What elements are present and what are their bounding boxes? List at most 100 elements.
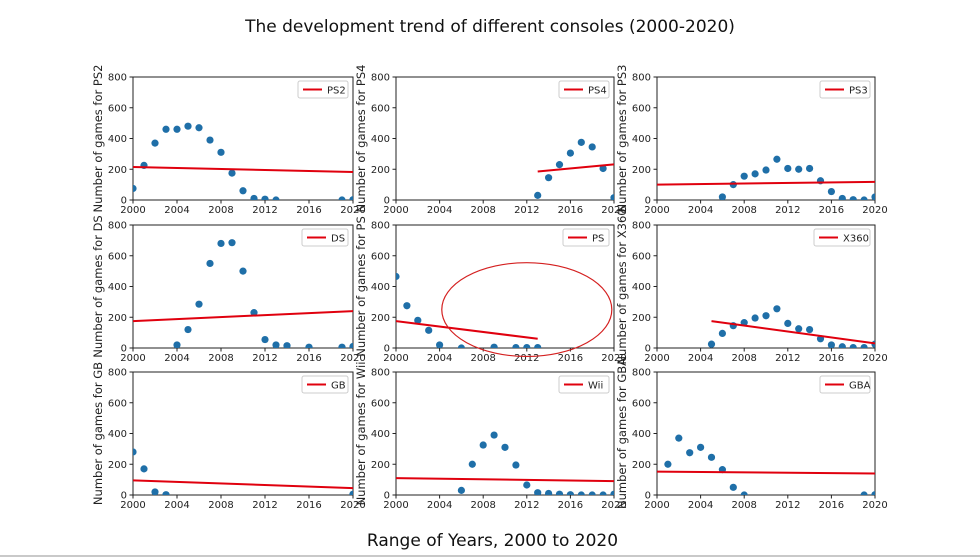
subplot-wii: 2000 2004 2008 2012 2016 2020 0 200 400 600 800Num… xyxy=(354,362,627,511)
data-point xyxy=(838,194,846,200)
y-tick-label: 400 xyxy=(371,134,390,145)
x-tick-label: 2016 xyxy=(558,500,583,511)
trend-line xyxy=(396,320,538,340)
x-tick-label: 2020 xyxy=(862,353,887,364)
legend: PS4 xyxy=(558,80,610,99)
plot-area xyxy=(657,155,875,200)
y-tick-label: 800 xyxy=(371,221,390,232)
x-tick-label: 2000 xyxy=(383,205,408,216)
legend-label: GB xyxy=(331,381,346,392)
data-point xyxy=(206,136,214,144)
legend-label: X360 xyxy=(843,234,869,245)
legend-box xyxy=(558,80,610,99)
data-point xyxy=(133,448,137,456)
x-tick-label: 2000 xyxy=(644,353,669,364)
y-axis-label: Number of games for PS xyxy=(354,216,368,357)
x-tick-label: 2012 xyxy=(514,353,539,364)
data-point xyxy=(838,343,846,348)
figure-x-axis-label: Range of Years, 2000 to 2020 xyxy=(366,531,619,551)
y-tick-label: 0 xyxy=(121,196,127,207)
bottom-divider xyxy=(0,555,980,557)
y-tick-label: 0 xyxy=(384,491,390,502)
data-point xyxy=(675,434,683,442)
x-tick-label: 2008 xyxy=(470,500,495,511)
data-point xyxy=(827,187,836,196)
data-point xyxy=(610,194,614,200)
data-point xyxy=(545,174,553,182)
x-tick-label: 2020 xyxy=(862,500,887,511)
y-axis-label: Number of games for X360 xyxy=(615,208,629,364)
data-point xyxy=(795,165,803,173)
data-point xyxy=(784,164,792,173)
y-tick-label: 600 xyxy=(108,398,127,409)
y-tick-label: 0 xyxy=(121,344,127,355)
legend-label: PS4 xyxy=(588,86,607,97)
trend-line xyxy=(133,479,353,490)
y-tick-label: 200 xyxy=(108,313,127,324)
x-tick-label: 2012 xyxy=(252,353,277,364)
trend-line xyxy=(537,163,614,173)
x-tick-label: 2012 xyxy=(514,205,539,216)
plot-area xyxy=(133,239,353,348)
data-point xyxy=(534,343,542,348)
x-tick-label: 2016 xyxy=(819,353,844,364)
plot-area xyxy=(133,122,353,200)
x-tick-label: 2004 xyxy=(427,500,452,511)
x-tick-label: 2004 xyxy=(427,353,452,364)
y-tick-label: 200 xyxy=(632,313,651,324)
data-point xyxy=(806,164,814,173)
data-point xyxy=(305,343,313,348)
y-tick-label: 0 xyxy=(645,344,651,355)
data-point xyxy=(860,196,868,200)
data-point xyxy=(577,138,585,146)
y-tick-label: 200 xyxy=(632,460,651,471)
x-tick-label: 2012 xyxy=(775,353,800,364)
data-point xyxy=(140,465,148,473)
data-point xyxy=(534,191,542,199)
data-point xyxy=(490,431,498,439)
data-point xyxy=(707,453,716,461)
data-point xyxy=(184,325,192,334)
legend-label: DS xyxy=(331,234,345,245)
x-tick-label: 2004 xyxy=(688,500,713,511)
data-point xyxy=(588,143,596,151)
data-point xyxy=(784,319,792,327)
x-tick-label: 2000 xyxy=(644,205,669,216)
annotation-ellipse xyxy=(441,262,613,358)
data-point xyxy=(664,460,672,468)
legend-label: PS xyxy=(592,234,604,245)
x-tick-label: 2020 xyxy=(340,205,365,216)
legend-label: PS3 xyxy=(849,86,868,97)
data-point xyxy=(151,488,159,495)
trend-line xyxy=(396,477,614,483)
legend-label: GBA xyxy=(849,381,871,392)
data-point xyxy=(762,166,770,174)
data-point xyxy=(523,343,531,348)
plot-area xyxy=(396,431,614,495)
data-point xyxy=(479,441,487,449)
x-tick-label: 2008 xyxy=(208,205,233,216)
data-point xyxy=(195,300,203,308)
data-point xyxy=(751,314,759,322)
x-tick-label: 2004 xyxy=(164,205,189,216)
y-tick-label: 800 xyxy=(108,221,127,232)
data-point xyxy=(261,335,269,344)
y-axis-label: Number of games for PS3 xyxy=(615,65,629,213)
x-tick-label: 2000 xyxy=(120,205,145,216)
data-point xyxy=(871,491,875,495)
y-tick-label: 0 xyxy=(645,491,651,502)
data-point xyxy=(283,342,291,348)
data-point xyxy=(849,343,857,348)
y-axis-label: Number of games for PS4 xyxy=(354,65,368,213)
subplot-ds: 2000 2004 2008 2012 2016 20200200400600800Num… xyxy=(91,215,366,364)
data-point xyxy=(195,124,203,132)
x-tick-label: 2012 xyxy=(775,500,800,511)
y-tick-label: 800 xyxy=(632,73,651,84)
subplot-x360: 2000 2004 2008 2012 2016 2020 0 200 400 600 800Num… xyxy=(615,208,888,364)
y-tick-label: 400 xyxy=(632,134,651,145)
x-tick-label: 2008 xyxy=(208,500,233,511)
trend-line xyxy=(133,310,353,323)
y-tick-label: 400 xyxy=(108,134,127,145)
data-point xyxy=(250,194,258,200)
x-tick-label: 2000 xyxy=(120,500,145,511)
